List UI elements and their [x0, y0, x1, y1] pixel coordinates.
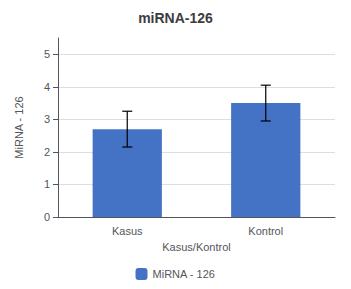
- svg-text:2: 2: [44, 146, 50, 158]
- svg-text:4: 4: [44, 81, 50, 93]
- svg-text:MiRNA - 126: MiRNA - 126: [13, 96, 25, 158]
- svg-text:3: 3: [44, 113, 50, 125]
- svg-text:1: 1: [44, 178, 50, 190]
- svg-text:5: 5: [44, 48, 50, 60]
- svg-text:Kontrol: Kontrol: [248, 225, 283, 237]
- svg-text:0: 0: [44, 211, 50, 223]
- svg-text:MiRNA - 126: MiRNA - 126: [153, 268, 215, 280]
- svg-text:Kasus/Kontrol: Kasus/Kontrol: [162, 241, 230, 253]
- svg-text:miRNA-126: miRNA-126: [138, 10, 213, 26]
- svg-text:Kasus: Kasus: [112, 225, 143, 237]
